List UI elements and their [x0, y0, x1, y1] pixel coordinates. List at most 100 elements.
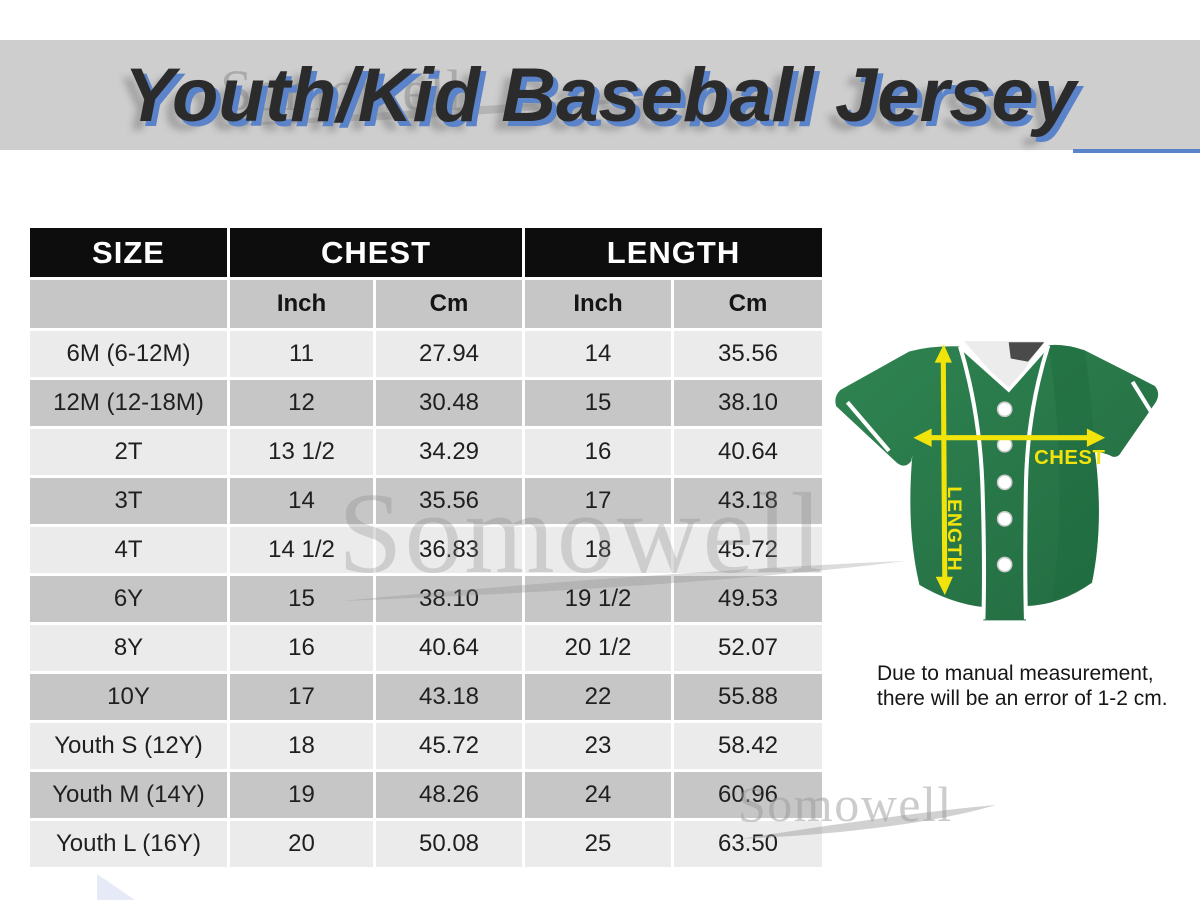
chest-cm-cell: 40.64: [376, 625, 522, 671]
table-units-row: Inch Cm Inch Cm: [30, 280, 822, 328]
length-arrow: [934, 344, 953, 595]
table-row: Youth S (12Y) 18 45.72 23 58.42: [30, 723, 822, 769]
size-cell: Youth S (12Y): [30, 723, 227, 769]
length-label: LENGTH: [943, 486, 964, 571]
chest-arrow: [913, 428, 1106, 447]
chest-inch-cell: 11: [230, 331, 373, 377]
jersey-diagram: CHEST LENGTH: [835, 341, 1161, 621]
table-row: Youth M (14Y) 19 48.26 24 60.96: [30, 772, 822, 818]
length-inch-cell: 23: [525, 723, 671, 769]
chest-inch-cell: 16: [230, 625, 373, 671]
jersey-neck-trim: [958, 344, 1050, 393]
chest-inch-label: Inch: [230, 280, 373, 328]
length-inch-cell: 15: [525, 380, 671, 426]
table-row: Youth L (16Y) 20 50.08 25 63.50: [30, 821, 822, 867]
length-inch-cell: 24: [525, 772, 671, 818]
chest-cm-cell: 43.18: [376, 674, 522, 720]
chest-inch-cell: 18: [230, 723, 373, 769]
length-inch-cell: 20 1/2: [525, 625, 671, 671]
length-cm-cell: 40.64: [674, 429, 822, 475]
size-cell: Youth L (16Y): [30, 821, 227, 867]
chest-inch-cell: 12: [230, 380, 373, 426]
chest-label: CHEST: [1034, 447, 1105, 469]
chest-cm-cell: 48.26: [376, 772, 522, 818]
length-cm-cell: 43.18: [674, 478, 822, 524]
chest-cm-cell: 36.83: [376, 527, 522, 573]
table-header-row: SIZE CHEST LENGTH: [30, 228, 822, 277]
title-band: [0, 40, 1200, 150]
length-cm-cell: 49.53: [674, 576, 822, 622]
chest-inch-cell: 19: [230, 772, 373, 818]
corner-accent-triangle: [97, 874, 135, 900]
length-cm-cell: 58.42: [674, 723, 822, 769]
length-cm-cell: 35.56: [674, 331, 822, 377]
note-line-2: there will be an error of 1-2 cm.: [877, 687, 1168, 710]
length-inch-cell: 19 1/2: [525, 576, 671, 622]
length-cm-cell: 52.07: [674, 625, 822, 671]
size-cell: 3T: [30, 478, 227, 524]
jersey-shading: [1048, 344, 1099, 601]
table-row: 10Y 17 43.18 22 55.88: [30, 674, 822, 720]
header-length: LENGTH: [525, 228, 822, 277]
length-inch-cell: 16: [525, 429, 671, 475]
chest-inch-cell: 14 1/2: [230, 527, 373, 573]
chest-cm-cell: 30.48: [376, 380, 522, 426]
length-inch-cell: 22: [525, 674, 671, 720]
chest-inch-cell: 13 1/2: [230, 429, 373, 475]
table-row: 2T 13 1/2 34.29 16 40.64: [30, 429, 822, 475]
length-cm-cell: 60.96: [674, 772, 822, 818]
size-cell: 2T: [30, 429, 227, 475]
jersey-sleeve-trim-right: [1130, 380, 1161, 426]
size-cell: 6M (6-12M): [30, 331, 227, 377]
chest-cm-cell: 35.56: [376, 478, 522, 524]
size-cell: 6Y: [30, 576, 227, 622]
chest-cm-cell: 50.08: [376, 821, 522, 867]
chest-cm-cell: 45.72: [376, 723, 522, 769]
size-cell: 4T: [30, 527, 227, 573]
size-table-body: 6M (6-12M) 11 27.94 14 35.56 12M (12-18M…: [30, 331, 822, 867]
chest-inch-cell: 15: [230, 576, 373, 622]
length-inch-label: Inch: [525, 280, 671, 328]
units-blank-cell: [30, 280, 227, 328]
page-title: Youth/Kid Baseball Jersey: [124, 52, 1076, 138]
table-row: 8Y 16 40.64 20 1/2 52.07: [30, 625, 822, 671]
length-cm-cell: 55.88: [674, 674, 822, 720]
chest-inch-cell: 14: [230, 478, 373, 524]
measurement-note: Due to manual measurement, there will be…: [877, 661, 1168, 711]
length-inch-cell: 18: [525, 527, 671, 573]
length-cm-cell: 45.72: [674, 527, 822, 573]
table-row: 12M (12-18M) 12 30.48 15 38.10: [30, 380, 822, 426]
chest-cm-cell: 38.10: [376, 576, 522, 622]
chest-cm-cell: 27.94: [376, 331, 522, 377]
length-cm-label: Cm: [674, 280, 822, 328]
jersey-piping-right: [1023, 344, 1051, 620]
chest-inch-cell: 17: [230, 674, 373, 720]
table-row: 4T 14 1/2 36.83 18 45.72: [30, 527, 822, 573]
chest-cm-cell: 34.29: [376, 429, 522, 475]
size-table: SIZE CHEST LENGTH Inch Cm Inch Cm 6M (6-…: [27, 225, 825, 870]
header-chest: CHEST: [230, 228, 522, 277]
length-inch-cell: 17: [525, 478, 671, 524]
table-row: 6M (6-12M) 11 27.94 14 35.56: [30, 331, 822, 377]
jersey-sleeve-trim-left: [845, 400, 891, 453]
length-cm-cell: 63.50: [674, 821, 822, 867]
band-blue-underline: [1073, 149, 1200, 153]
length-inch-cell: 25: [525, 821, 671, 867]
jersey-neck-shadow: [1008, 342, 1045, 362]
table-row: 6Y 15 38.10 19 1/2 49.53: [30, 576, 822, 622]
size-cell: 10Y: [30, 674, 227, 720]
jersey-body: [835, 344, 1159, 621]
note-line-1: Due to manual measurement,: [877, 662, 1154, 685]
chest-inch-cell: 20: [230, 821, 373, 867]
jersey-buttons: [996, 401, 1013, 573]
size-cell: 8Y: [30, 625, 227, 671]
table-row: 3T 14 35.56 17 43.18: [30, 478, 822, 524]
size-cell: Youth M (14Y): [30, 772, 227, 818]
length-inch-cell: 14: [525, 331, 671, 377]
length-cm-cell: 38.10: [674, 380, 822, 426]
size-cell: 12M (12-18M): [30, 380, 227, 426]
jersey-piping-left: [958, 345, 987, 620]
chest-cm-label: Cm: [376, 280, 522, 328]
header-size: SIZE: [30, 228, 227, 277]
